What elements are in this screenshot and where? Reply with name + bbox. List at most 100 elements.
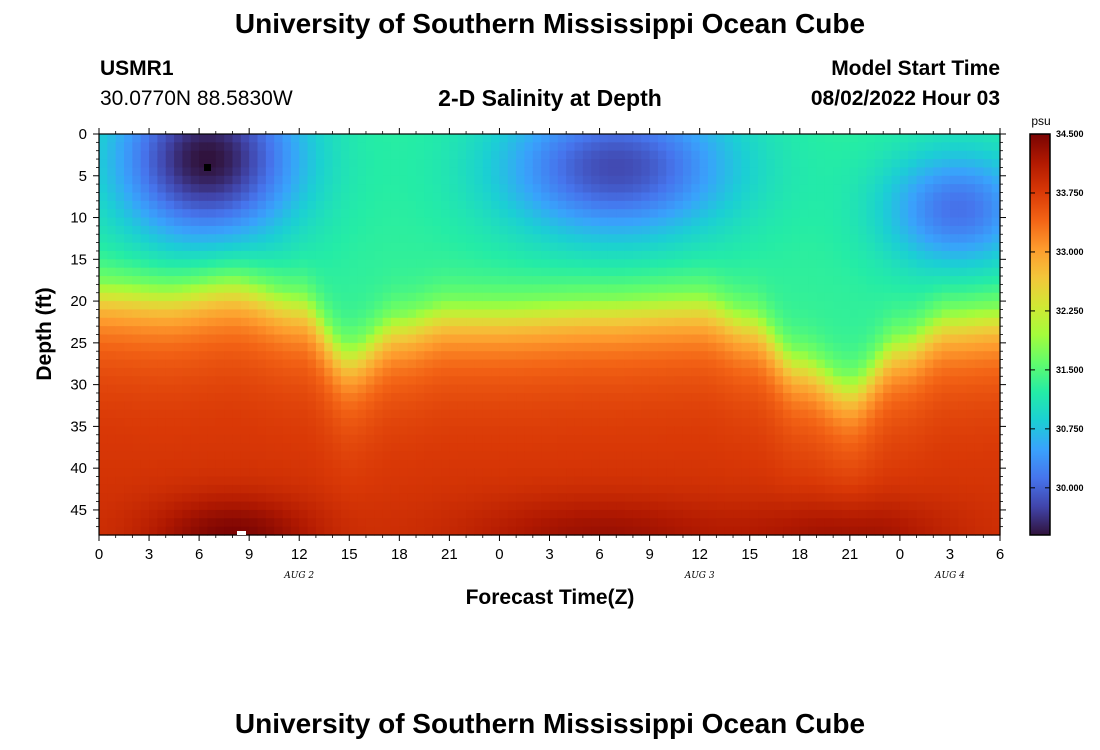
heatmap-cell: [816, 434, 826, 444]
heatmap-cell: [165, 526, 175, 536]
heatmap-cell: [482, 351, 492, 361]
heatmap-cell: [933, 276, 943, 285]
heatmap-cell: [774, 276, 784, 285]
heatmap-cell: [716, 434, 726, 444]
heatmap-cell: [491, 443, 501, 453]
heatmap-cell: [507, 509, 517, 519]
heatmap-cell: [774, 200, 784, 210]
heatmap-cell: [165, 317, 175, 327]
heatmap-cell: [808, 250, 818, 260]
heatmap-cell: [716, 518, 726, 528]
heatmap-cell: [599, 301, 609, 311]
heatmap-cell: [741, 309, 751, 319]
heatmap-cell: [174, 317, 184, 327]
heatmap-cell: [349, 392, 359, 402]
heatmap-cell: [682, 217, 692, 227]
heatmap-cell: [766, 359, 776, 369]
heatmap-cell: [157, 150, 167, 160]
heatmap-cell: [149, 501, 158, 511]
heatmap-cell: [240, 367, 250, 377]
heatmap-cell: [224, 418, 234, 427]
heatmap-cell: [557, 484, 567, 494]
heatmap-cell: [407, 150, 417, 160]
heatmap-cell: [474, 242, 484, 252]
heatmap-cell: [315, 459, 325, 469]
heatmap-cell: [808, 317, 818, 327]
heatmap-cell: [691, 518, 701, 528]
heatmap-cell: [124, 175, 133, 185]
heatmap-cell: [816, 184, 826, 194]
heatmap-cell: [741, 192, 751, 202]
heatmap-cell: [349, 284, 359, 294]
heatmap-cell: [808, 192, 818, 202]
heatmap-cell: [332, 451, 342, 461]
heatmap-cell: [165, 426, 175, 436]
heatmap-cell: [265, 225, 275, 235]
heatmap-cell: [741, 443, 751, 453]
heatmap-cell: [607, 459, 617, 469]
heatmap-cell: [299, 242, 309, 252]
heatmap-cell: [532, 234, 542, 244]
heatmap-cell: [274, 342, 284, 352]
heatmap-cell: [599, 509, 609, 519]
heatmap-cell: [716, 359, 726, 369]
heatmap-cell: [632, 401, 642, 411]
heatmap-cell: [866, 259, 876, 269]
heatmap-cell: [724, 443, 734, 453]
heatmap-cell: [599, 317, 609, 327]
heatmap-cell: [457, 493, 467, 503]
heatmap-cell: [541, 367, 551, 377]
heatmap-cell: [682, 317, 692, 327]
heatmap-cell: [390, 501, 400, 511]
heatmap-cell: [265, 443, 275, 453]
heatmap-cell: [190, 493, 200, 503]
heatmap-cell: [524, 426, 534, 436]
heatmap-cell: [641, 242, 651, 252]
heatmap-cell: [899, 426, 909, 436]
heatmap-cell: [549, 326, 559, 336]
heatmap-cell: [107, 426, 117, 436]
heatmap-cell: [808, 401, 818, 411]
heatmap-cell: [299, 134, 309, 143]
heatmap-cell: [708, 301, 717, 311]
heatmap-cell: [833, 426, 843, 436]
heatmap-cell: [624, 209, 634, 219]
heatmap-cell: [232, 501, 242, 511]
heatmap-cell: [566, 392, 576, 402]
heatmap-cell: [849, 267, 859, 277]
heatmap-cell: [224, 326, 234, 336]
heatmap-cell: [240, 276, 250, 285]
heatmap-cell: [724, 150, 734, 160]
heatmap-cell: [365, 418, 375, 427]
heatmap-cell: [482, 501, 492, 511]
heatmap-cell: [399, 526, 409, 536]
heatmap-cell: [899, 367, 909, 377]
heatmap-cell: [491, 225, 501, 235]
heatmap-cell: [441, 167, 450, 177]
heatmap-cell: [457, 484, 467, 494]
heatmap-cell: [666, 167, 676, 177]
heatmap-cell: [466, 134, 476, 143]
heatmap-cell: [115, 476, 125, 486]
heatmap-cell: [758, 418, 767, 427]
heatmap-cell: [649, 401, 659, 411]
heatmap-cell: [532, 225, 542, 235]
heatmap-cell: [282, 459, 292, 469]
heatmap-cell: [824, 142, 834, 152]
heatmap-cell: [733, 167, 742, 177]
heatmap-cell: [958, 518, 968, 528]
heatmap-cell: [257, 184, 267, 194]
heatmap-cell: [833, 142, 843, 152]
heatmap-cell: [357, 468, 367, 478]
heatmap-cell: [240, 401, 250, 411]
heatmap-cell: [799, 367, 809, 377]
heatmap-cell: [599, 192, 609, 202]
heatmap-cell: [841, 317, 851, 327]
heatmap-cell: [849, 217, 859, 227]
heatmap-cell: [566, 184, 576, 194]
heatmap-cell: [149, 267, 158, 277]
heatmap-cell: [582, 159, 592, 169]
heatmap-cell: [808, 334, 818, 344]
heatmap-cell: [833, 468, 843, 478]
heatmap-cell: [507, 150, 517, 160]
